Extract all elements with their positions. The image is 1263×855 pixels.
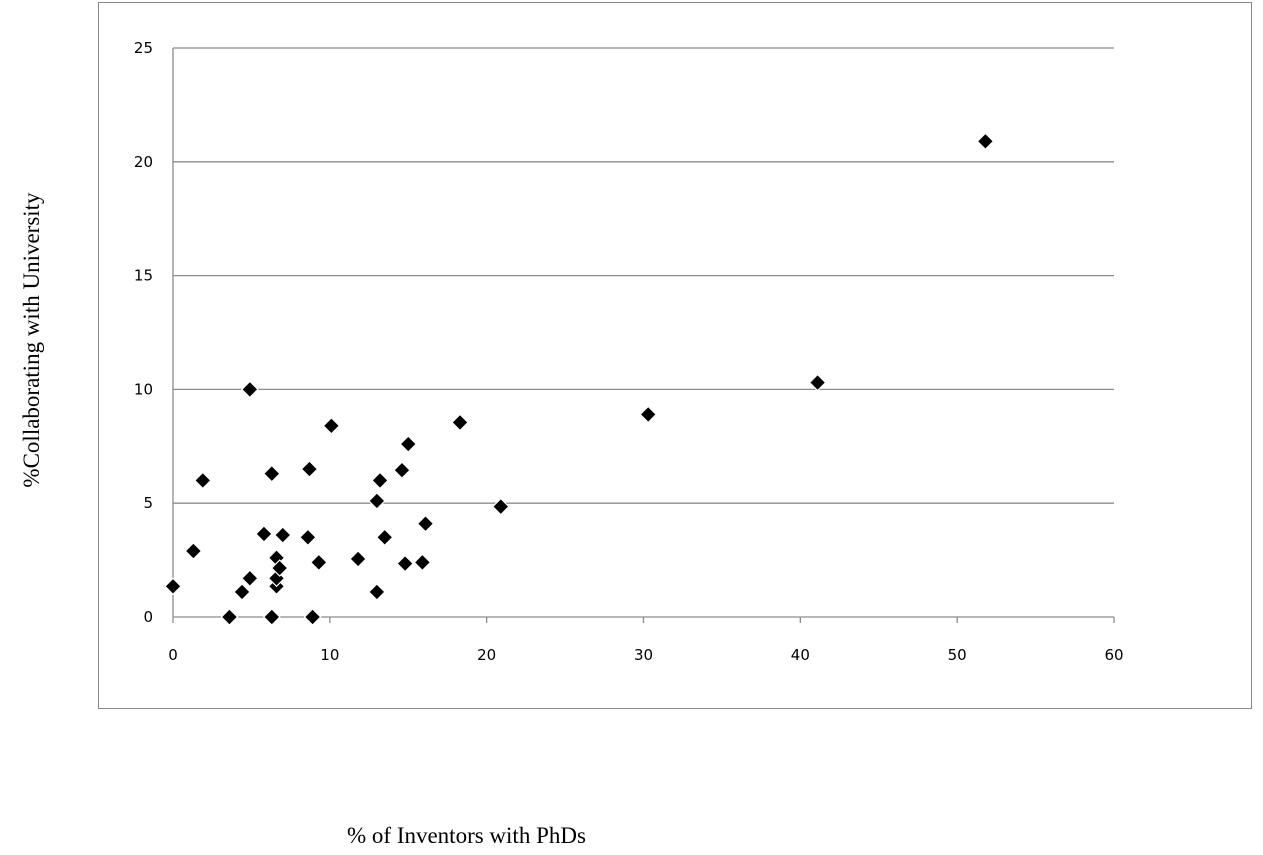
data-point-18 (303, 608, 322, 626)
data-point-24 (371, 471, 389, 490)
data-point-23 (368, 492, 386, 510)
y-tick-labels: 0 5 10 15 20 25 (134, 39, 153, 626)
data-point-9 (262, 608, 281, 626)
data-point-21 (349, 550, 367, 568)
data-point-16 (299, 528, 317, 547)
data-point-15 (273, 526, 292, 544)
y-axis-title: %Collaborating with University (19, 192, 44, 488)
gridlines (173, 47, 1114, 504)
data-point-14 (270, 559, 289, 577)
data-point-35 (976, 132, 995, 151)
x-tick-label-30: 30 (634, 646, 653, 664)
data-point-25 (375, 528, 394, 547)
data-point-19 (310, 553, 328, 572)
x-tick-labels: 0 10 20 30 40 50 60 (168, 646, 1123, 664)
y-tick-label-25: 25 (134, 39, 153, 57)
data-point-28 (399, 435, 418, 453)
data-point-20 (322, 416, 341, 435)
y-tick-label-10: 10 (134, 380, 153, 398)
y-tick-label-0: 0 (143, 608, 153, 626)
data-point-8 (255, 525, 273, 543)
data-point-30 (416, 514, 435, 533)
data-point-26 (393, 461, 411, 480)
data-point-3 (193, 471, 212, 490)
data-point-34 (808, 373, 827, 392)
data-point-29 (413, 553, 432, 572)
data-point-27 (396, 554, 414, 573)
x-tick-marks (172, 617, 1115, 623)
x-tick-label-40: 40 (791, 646, 810, 664)
data-point-6 (240, 569, 259, 588)
x-axis-title: % of Inventors with PhDs (347, 823, 586, 848)
data-point-33 (639, 405, 658, 424)
x-tick-label-50: 50 (948, 646, 967, 664)
data-points (164, 132, 995, 626)
chart-frame (98, 2, 1252, 709)
x-tick-label-10: 10 (320, 646, 339, 664)
y-tick-label-15: 15 (134, 267, 153, 285)
x-tick-label-60: 60 (1104, 646, 1123, 664)
data-point-22 (368, 583, 386, 601)
data-point-5 (233, 583, 251, 601)
data-point-31 (451, 413, 469, 432)
y-tick-label-20: 20 (134, 153, 153, 171)
data-point-17 (300, 460, 319, 478)
data-point-7 (240, 380, 259, 399)
data-point-32 (491, 497, 510, 516)
data-point-1 (164, 577, 182, 596)
data-point-2 (184, 542, 203, 560)
data-point-10 (262, 464, 281, 483)
x-tick-label-0: 0 (168, 646, 178, 664)
x-tick-label-20: 20 (477, 646, 496, 664)
y-tick-label-5: 5 (143, 494, 153, 512)
data-point-4 (220, 608, 239, 626)
